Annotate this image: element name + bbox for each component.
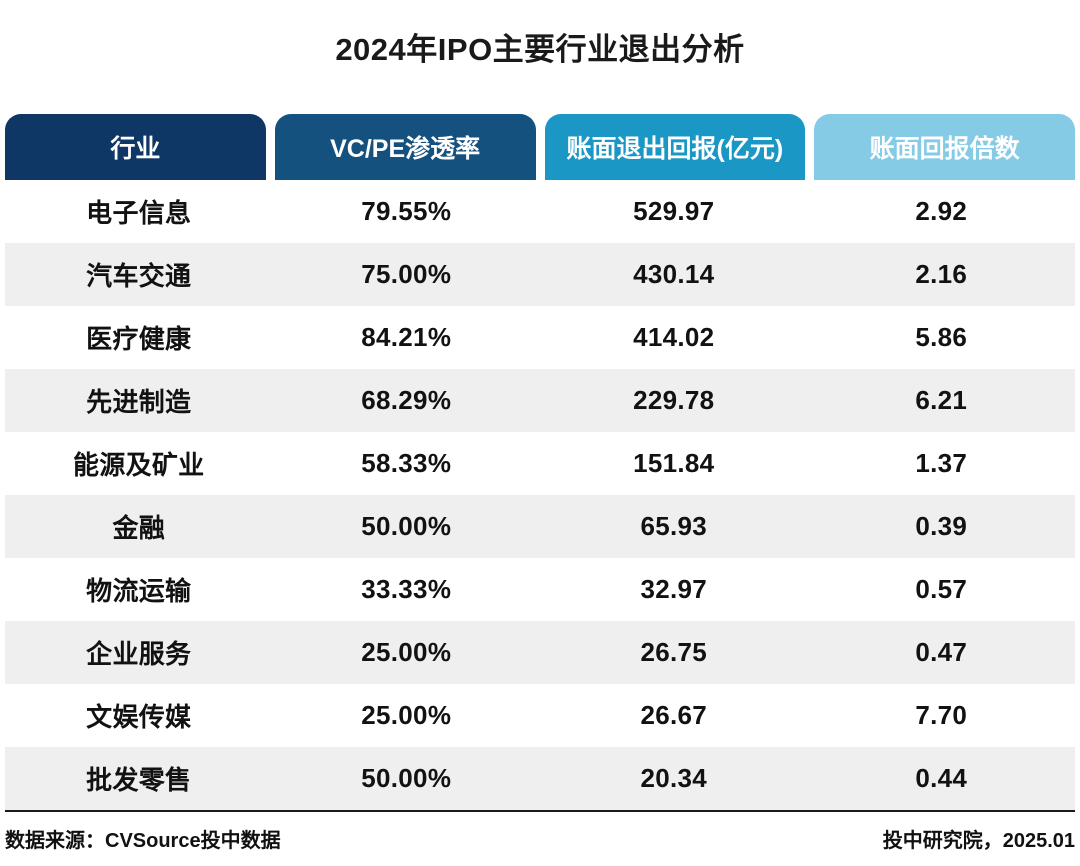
table-row: 企业服务 25.00% 26.75 0.47 [5,621,1075,684]
penetration-cell: 33.33% [361,574,452,604]
return-multiple-cell: 0.47 [915,637,968,667]
return-multiple-cell: 5.86 [915,322,968,352]
industry-cell: 文娱传媒 [86,702,192,732]
footer-divider [5,810,1075,812]
table-row: 能源及矿业 58.33% 151.84 1.37 [5,432,1075,495]
exit-return-cell: 414.02 [633,322,715,352]
exit-return-cell: 65.93 [640,511,708,541]
data-source-label: 数据来源：CVSource投中数据 [5,830,281,852]
table-header-row: 行业 VC/PE渗透率 账面退出回报(亿元) 账面回报倍数 [5,114,1075,180]
exit-return-cell: 229.78 [633,385,715,415]
industry-cell: 企业服务 [86,639,192,669]
table-body: 电子信息 79.55% 529.97 2.92 汽车交通 75.00% 430.… [5,180,1075,810]
return-multiple-cell: 2.92 [915,196,968,226]
industry-cell: 物流运输 [86,576,192,606]
penetration-cell: 25.00% [361,637,452,667]
exit-return-cell: 151.84 [633,448,715,478]
penetration-cell: 50.00% [361,763,452,793]
table-row: 物流运输 33.33% 32.97 0.57 [5,558,1075,621]
page-title: 2024年IPO主要行业退出分析 [335,32,745,67]
exit-return-cell: 26.75 [640,637,708,667]
column-header-book-exit-return: 账面退出回报(亿元) [544,114,806,180]
industry-cell: 汽车交通 [86,261,192,291]
table-row: 医疗健康 84.21% 414.02 5.86 [5,306,1075,369]
table-row: 金融 50.00% 65.93 0.39 [5,495,1075,558]
return-multiple-cell: 0.44 [915,763,968,793]
exit-return-cell: 26.67 [640,700,708,730]
penetration-cell: 84.21% [361,322,452,352]
exit-return-cell: 430.14 [633,259,715,289]
penetration-cell: 50.00% [361,511,452,541]
return-multiple-cell: 6.21 [915,385,968,415]
penetration-cell: 75.00% [361,259,452,289]
industry-cell: 电子信息 [86,198,192,228]
industry-cell: 批发零售 [86,765,192,795]
column-header-return-multiple: 账面回报倍数 [814,114,1075,180]
footer: 数据来源：CVSource投中数据 投中研究院，2025.01 [5,812,1075,853]
column-header-industry: 行业 [5,114,266,180]
table-row: 文娱传媒 25.00% 26.67 7.70 [5,684,1075,747]
return-multiple-cell: 0.39 [915,511,968,541]
return-multiple-cell: 1.37 [915,448,968,478]
report-credit-label: 投中研究院，2025.01 [882,830,1075,852]
industry-cell: 医疗健康 [86,324,192,354]
industry-cell: 先进制造 [86,387,192,417]
table-row: 汽车交通 75.00% 430.14 2.16 [5,243,1075,306]
return-multiple-cell: 2.16 [915,259,968,289]
table-row: 先进制造 68.29% 229.78 6.21 [5,369,1075,432]
exit-return-cell: 529.97 [633,196,715,226]
penetration-cell: 58.33% [361,448,452,478]
penetration-cell: 79.55% [361,196,452,226]
exit-return-cell: 32.97 [640,574,708,604]
table-row: 批发零售 50.00% 20.34 0.44 [5,747,1075,810]
return-multiple-cell: 0.57 [915,574,968,604]
table-row: 电子信息 79.55% 529.97 2.92 [5,180,1075,243]
industry-cell: 金融 [112,513,166,543]
industry-exit-table: 行业 VC/PE渗透率 账面退出回报(亿元) 账面回报倍数 电子信息 79.55… [5,114,1075,810]
penetration-cell: 25.00% [361,700,452,730]
exit-return-cell: 20.34 [640,763,708,793]
penetration-cell: 68.29% [361,385,452,415]
return-multiple-cell: 7.70 [915,700,968,730]
column-header-vcpe-penetration: VC/PE渗透率 [274,114,536,180]
industry-cell: 能源及矿业 [72,450,205,480]
